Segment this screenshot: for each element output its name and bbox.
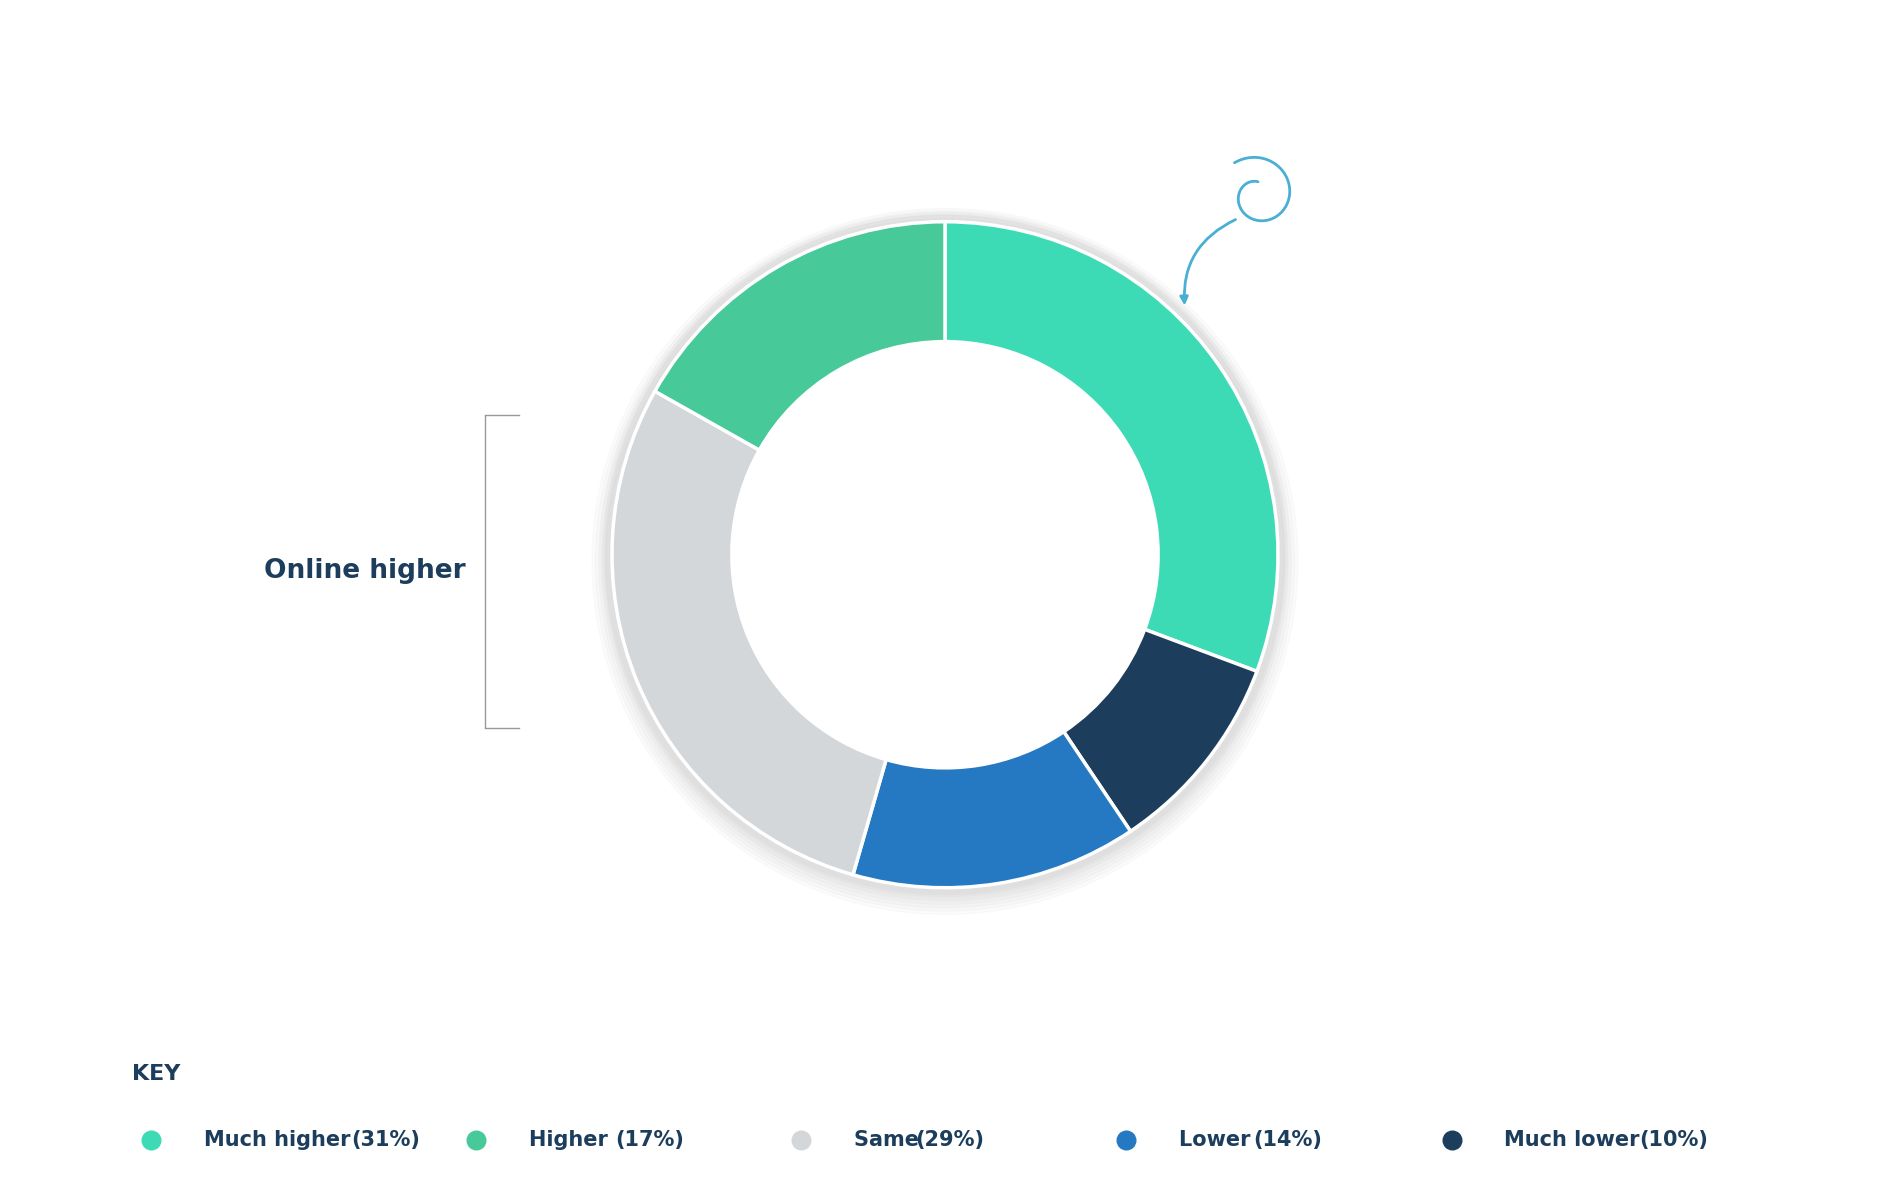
Wedge shape (655, 222, 944, 450)
Point (461, 1131, 491, 1150)
Text: Lower: Lower (1179, 1131, 1258, 1150)
Text: KEY: KEY (132, 1064, 181, 1084)
Circle shape (599, 216, 1290, 908)
Circle shape (595, 212, 1294, 910)
Text: Same: Same (854, 1131, 926, 1150)
Text: Much lower: Much lower (1504, 1131, 1647, 1150)
Point (786, 1131, 816, 1150)
Text: (29%): (29%) (914, 1131, 984, 1150)
Text: (31%): (31%) (351, 1131, 419, 1150)
Text: (17%): (17%) (616, 1131, 684, 1150)
Point (1111, 1131, 1141, 1150)
Point (1436, 1131, 1466, 1150)
Wedge shape (852, 732, 1130, 888)
Wedge shape (944, 222, 1277, 671)
Text: Much higher: Much higher (204, 1131, 357, 1150)
Circle shape (603, 218, 1286, 904)
Circle shape (731, 341, 1158, 768)
Text: Higher: Higher (529, 1131, 616, 1150)
Point (136, 1131, 166, 1150)
Wedge shape (612, 392, 886, 875)
Circle shape (604, 222, 1285, 901)
Text: Online higher: Online higher (264, 558, 465, 585)
Text: (14%): (14%) (1252, 1131, 1320, 1150)
Wedge shape (1064, 629, 1256, 831)
Circle shape (591, 208, 1298, 914)
Text: (10%): (10%) (1638, 1131, 1708, 1150)
